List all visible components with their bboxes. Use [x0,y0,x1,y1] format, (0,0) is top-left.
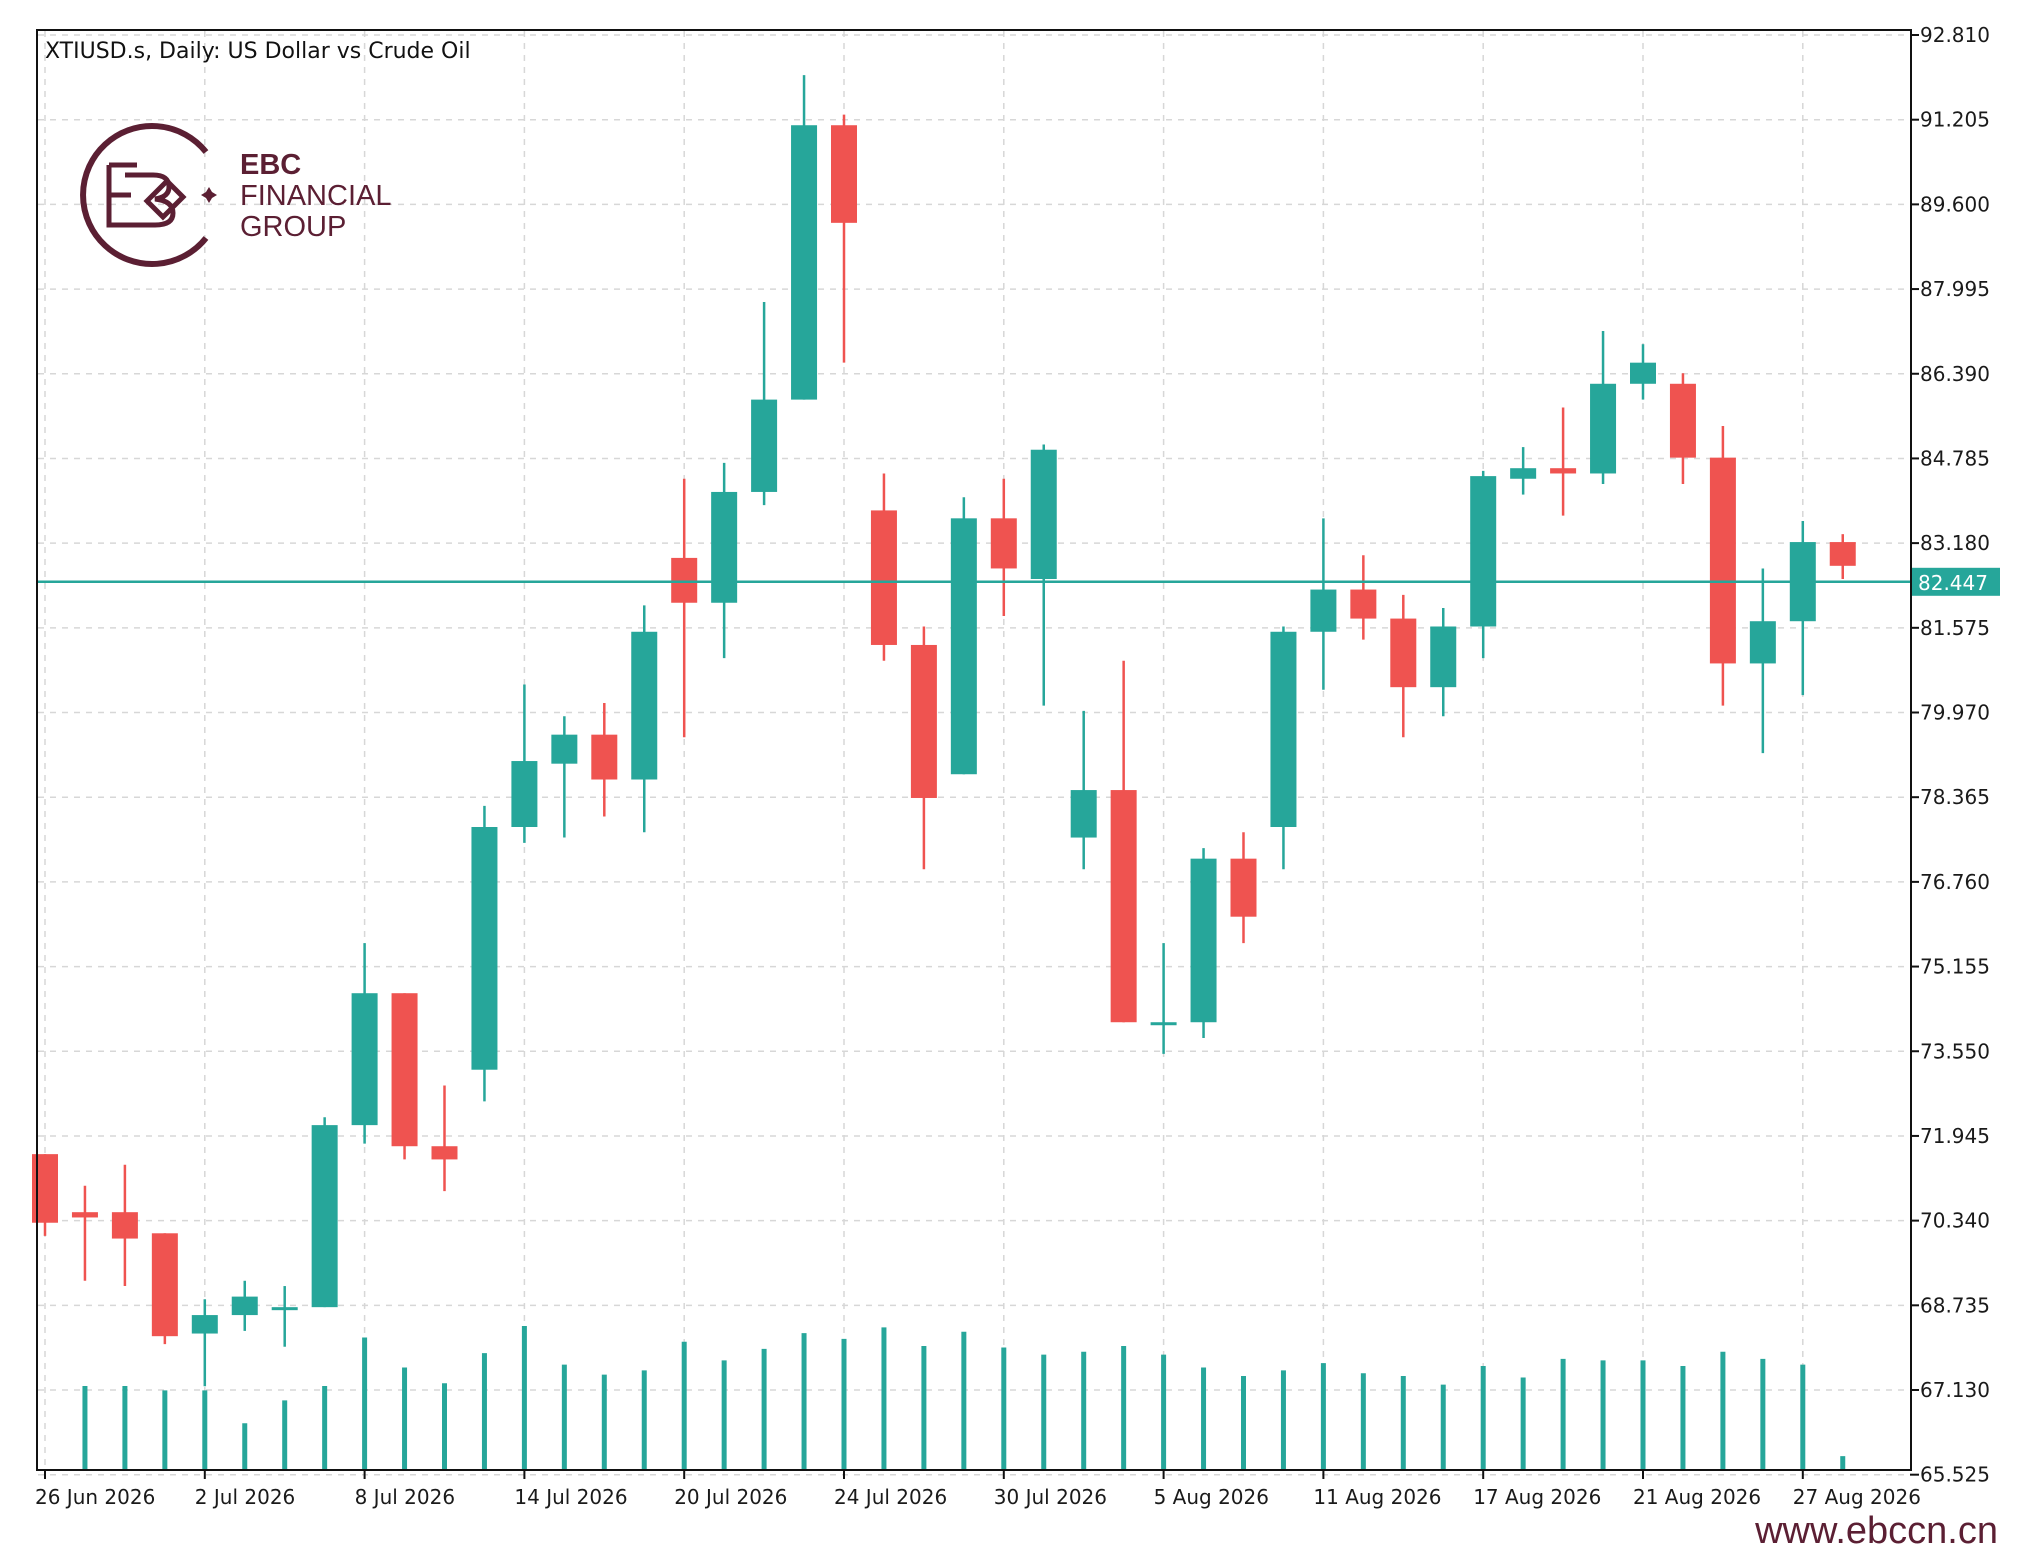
y-tick-label: 84.785 [1920,446,1990,470]
logo-text-group: GROUP [240,211,346,243]
current-price-line-group: 82.447 [38,567,2000,596]
candle-body [1470,476,1497,627]
candle-body [1350,589,1377,619]
x-tick-label: 17 Aug 2026 [1473,1485,1601,1509]
x-tick-label: 30 Jul 2026 [994,1485,1107,1509]
x-tick-label: 24 Jul 2026 [834,1485,947,1509]
candle-body [1709,457,1736,664]
x-tick-label: 11 Aug 2026 [1313,1485,1441,1509]
candle-body [111,1212,138,1239]
current-price-tag [1912,567,2000,596]
y-tick-label: 83.180 [1920,531,1990,555]
website-url[interactable]: www.ebccn.cn [1754,1510,1998,1552]
candle-body [151,1233,178,1337]
y-tick-label: 67.130 [1920,1378,1990,1402]
candle-body [1230,858,1257,917]
candle-body [910,644,937,798]
candle-body [471,826,498,1070]
x-tick-label: 26 Jun 2026 [35,1485,155,1509]
y-tick-label: 92.810 [1920,23,1990,47]
logo-text-financial: FINANCIAL [240,180,391,212]
current-price-label: 82.447 [1918,571,1988,595]
candle-body [990,518,1017,569]
candle-body [431,1146,458,1160]
y-tick-label: 81.575 [1920,616,1990,640]
candle-body [1590,383,1617,474]
candle-body [1190,858,1217,1023]
y-tick-label: 89.600 [1920,192,1990,216]
candle-body [831,125,857,223]
x-axis: 26 Jun 2026 2 Jul 2026 8 Jul 2026 14 Jul 20… [35,1469,1921,1509]
candles [32,75,1856,1387]
candle-body [791,125,818,400]
candle-body [1270,631,1297,827]
candle-body [551,734,578,764]
candle-body [32,1154,58,1223]
y-tick-label: 73.550 [1920,1039,1990,1063]
candle-body [511,761,538,827]
volume-bars [82,1326,1846,1469]
x-tick-label: 14 Jul 2026 [514,1485,627,1509]
candle-body [1390,618,1417,688]
y-tick-label: 78.365 [1920,785,1990,809]
ebc-logo [80,123,217,267]
chart-title: XTIUSD.s, Daily: US Dollar vs Crude Oil [45,39,471,64]
x-tick-label: 27 Aug 2026 [1793,1485,1921,1509]
candle-body [271,1307,298,1311]
y-tick-label: 79.970 [1920,701,1990,725]
candle-body [351,993,378,1126]
candle-body [950,518,977,775]
candle-body [1110,790,1137,1023]
candle-body [311,1125,338,1308]
y-tick-label: 71.945 [1920,1124,1990,1148]
candle-body [631,631,658,780]
candle-body [1030,449,1057,580]
candle-body [711,491,738,603]
y-axis: 92.810 91.205 89.600 87.995 86.390 84.785 83.1… [1910,23,1990,1487]
candle-body [1749,621,1776,664]
logo-text-ebc: EBC [240,149,301,181]
x-tick-label: 8 Jul 2026 [355,1485,455,1509]
x-tick-label: 21 Aug 2026 [1633,1485,1761,1509]
candle-body [1510,468,1537,479]
y-tick-label: 68.735 [1920,1293,1990,1317]
candle-body [1310,589,1337,632]
candle-body [870,510,897,645]
x-tick-label: 5 Aug 2026 [1154,1485,1269,1509]
y-tick-label: 86.390 [1920,362,1990,386]
x-tick-label: 2 Jul 2026 [195,1485,295,1509]
y-tick-label: 70.340 [1920,1209,1990,1233]
candle-body [71,1212,98,1218]
candle-body [1070,790,1097,838]
y-tick-label: 87.995 [1920,277,1990,301]
candle-body [671,557,698,603]
grid [38,31,1910,1476]
y-tick-label: 76.760 [1920,870,1990,894]
candle-body [1550,468,1577,474]
candle-body [231,1296,258,1316]
candle-body [191,1315,218,1334]
candle-body [1669,383,1696,458]
y-tick-label: 65.525 [1920,1463,1990,1487]
y-tick-label: 91.205 [1920,108,1990,132]
x-tick-label: 20 Jul 2026 [674,1485,787,1509]
candle-body [1150,1022,1177,1026]
plot-frame [36,29,1912,1471]
candle-body [1430,626,1457,688]
candle-body [751,399,778,492]
candle-body [1630,362,1656,384]
y-tick-label: 75.155 [1920,955,1990,979]
candle-body [1829,542,1856,566]
candle-body [391,993,418,1147]
candle-body [591,734,618,780]
